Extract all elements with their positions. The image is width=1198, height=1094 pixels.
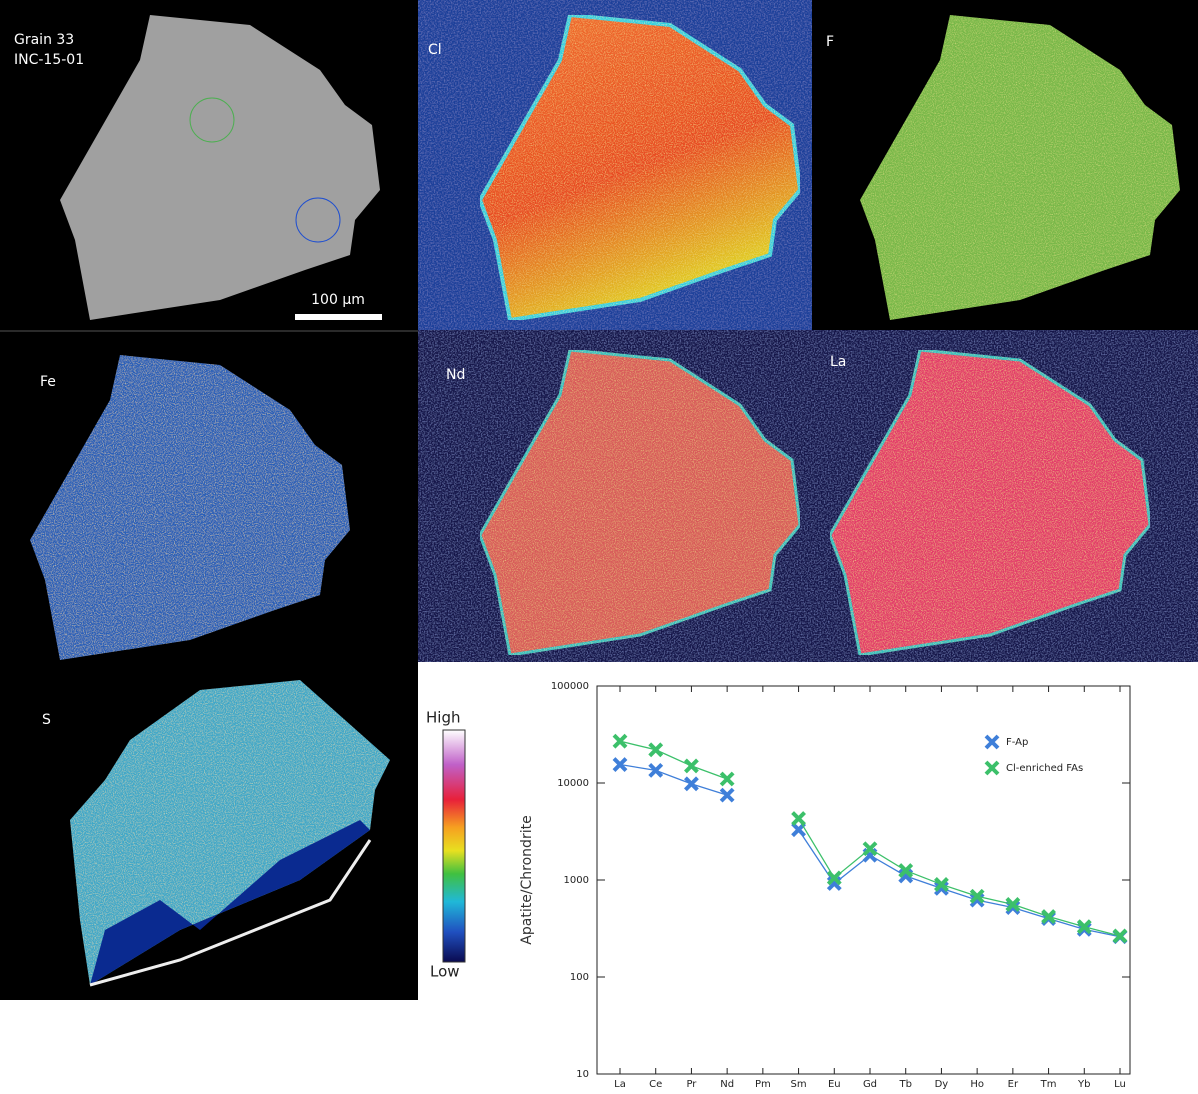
map-label: Nd [446, 367, 465, 383]
y-tick-label: 1000 [564, 875, 589, 886]
legend-marker [986, 736, 998, 748]
x-tick-label: Eu [828, 1079, 841, 1090]
series-line [799, 830, 1120, 937]
map-label: Cl [428, 42, 442, 58]
x-tick-label: Ce [649, 1079, 662, 1090]
y-tick-label: 100 [570, 972, 589, 983]
map-label: F [826, 34, 834, 50]
marker [685, 778, 697, 790]
map-label: S [42, 712, 51, 728]
y-tick-label: 100000 [551, 681, 589, 692]
color-bar [443, 730, 465, 962]
marker [685, 760, 697, 772]
legend-label: F-Ap [1006, 737, 1028, 748]
map-label: Fe [40, 374, 56, 390]
marker [721, 789, 733, 801]
marker [650, 764, 662, 776]
marker [721, 773, 733, 785]
x-tick-label: Tb [898, 1079, 911, 1090]
scale-low: Low [430, 963, 460, 981]
legend-marker [986, 762, 998, 774]
x-tick-label: La [614, 1079, 626, 1090]
x-tick-label: Gd [863, 1079, 877, 1090]
marker [614, 735, 626, 747]
x-tick-label: Ho [970, 1079, 984, 1090]
series-line [799, 819, 1120, 936]
series-line [620, 741, 727, 779]
marker [650, 744, 662, 756]
map-label: La [830, 354, 846, 370]
x-tick-label: Nd [720, 1079, 734, 1090]
scale-bar [295, 314, 382, 320]
figure: Grain 33 INC-15-01 100 µm Cl F Fe Nd La … [0, 0, 1198, 1090]
marker [793, 813, 805, 825]
y-tick-label: 10 [576, 1069, 589, 1080]
y-axis-label: Apatite/Chrondrite [519, 815, 535, 944]
scale-high: High [426, 709, 460, 727]
sample-label: INC-15-01 [14, 52, 84, 68]
x-tick-label: Pr [686, 1079, 697, 1090]
x-tick-label: Pm [755, 1079, 771, 1090]
x-tick-label: Tm [1040, 1079, 1057, 1090]
plot-frame [597, 686, 1130, 1074]
grain-label: Grain 33 [14, 32, 74, 48]
x-tick-label: Sm [791, 1079, 807, 1090]
y-tick-label: 10000 [557, 778, 589, 789]
scale-label: 100 µm [311, 292, 365, 308]
x-tick-label: Lu [1114, 1079, 1126, 1090]
marker [614, 759, 626, 771]
legend-label: Cl-enriched FAs [1006, 763, 1083, 774]
x-tick-label: Er [1008, 1079, 1019, 1090]
x-tick-label: Yb [1077, 1079, 1090, 1090]
x-tick-label: Dy [935, 1079, 949, 1090]
series-line [620, 765, 727, 796]
